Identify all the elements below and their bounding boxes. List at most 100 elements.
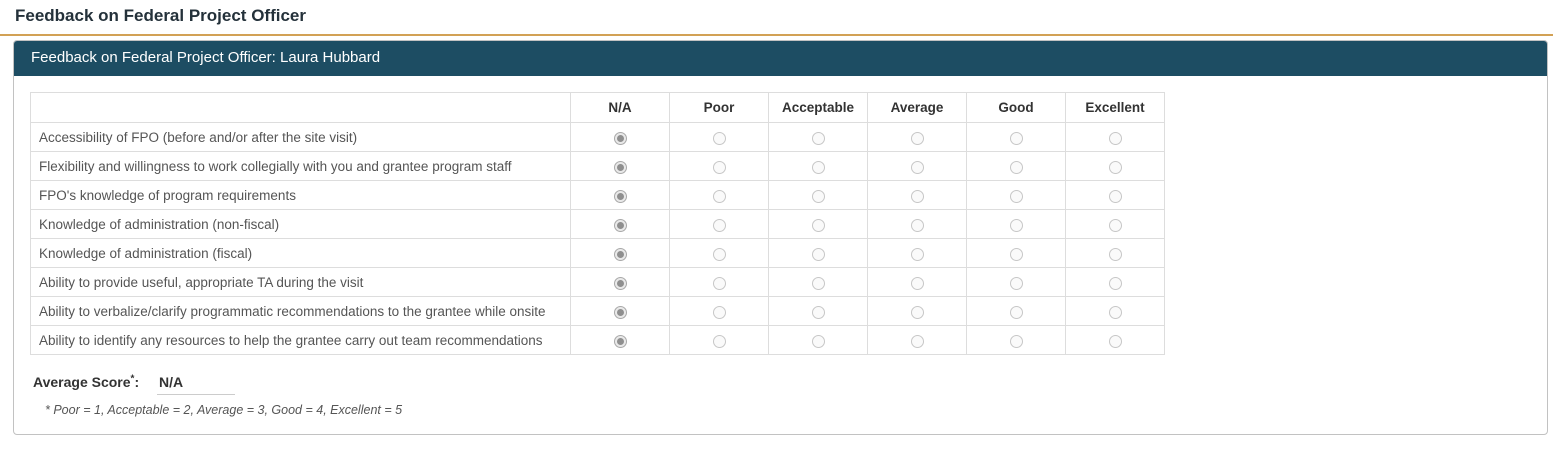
- table-row: Knowledge of administration (non-fiscal): [30, 209, 1165, 240]
- radio-cell-good: [966, 180, 1066, 211]
- score-legend-footnote: * Poor = 1, Acceptable = 2, Average = 3,…: [45, 402, 403, 417]
- radio-cell-poor: [669, 151, 769, 182]
- radio-cell-n-a: [570, 151, 670, 182]
- radio-poor[interactable]: [712, 247, 726, 261]
- column-header-excellent: Excellent: [1065, 92, 1165, 124]
- radio-cell-excellent: [1065, 151, 1165, 182]
- radio-excellent[interactable]: [1108, 189, 1122, 203]
- radio-cell-excellent: [1065, 209, 1165, 240]
- radio-acceptable[interactable]: [811, 334, 825, 348]
- column-header-poor: Poor: [669, 92, 769, 124]
- criterion-label: Ability to verbalize/clarify programmati…: [30, 296, 571, 327]
- criterion-label: Accessibility of FPO (before and/or afte…: [30, 122, 571, 153]
- radio-poor[interactable]: [712, 160, 726, 174]
- radio-poor[interactable]: [712, 305, 726, 319]
- average-score-row: Average Score*: N/A: [33, 373, 1531, 395]
- radio-cell-excellent: [1065, 296, 1165, 327]
- table-row: Knowledge of administration (fiscal): [30, 238, 1165, 269]
- radio-cell-poor: [669, 209, 769, 240]
- radio-poor[interactable]: [712, 218, 726, 232]
- radio-cell-poor: [669, 238, 769, 269]
- column-header-acceptable: Acceptable: [768, 92, 868, 124]
- radio-average[interactable]: [910, 305, 924, 319]
- radio-average[interactable]: [910, 247, 924, 261]
- radio-good[interactable]: [1009, 160, 1023, 174]
- radio-poor[interactable]: [712, 334, 726, 348]
- radio-acceptable[interactable]: [811, 189, 825, 203]
- radio-good[interactable]: [1009, 305, 1023, 319]
- radio-average[interactable]: [910, 160, 924, 174]
- average-score-asterisk: *: [130, 373, 135, 385]
- radio-cell-acceptable: [768, 296, 868, 327]
- table-row: Ability to provide useful, appropriate T…: [30, 267, 1165, 298]
- radio-excellent[interactable]: [1108, 276, 1122, 290]
- table-row: Ability to verbalize/clarify programmati…: [30, 296, 1165, 327]
- radio-cell-average: [867, 122, 967, 153]
- radio-cell-poor: [669, 296, 769, 327]
- radio-n-a[interactable]: [613, 189, 627, 203]
- radio-average[interactable]: [910, 276, 924, 290]
- title-accent-divider: [0, 33, 1553, 36]
- radio-cell-poor: [669, 325, 769, 356]
- radio-poor[interactable]: [712, 131, 726, 145]
- radio-cell-excellent: [1065, 122, 1165, 153]
- page: Feedback on Federal Project Officer Feed…: [0, 6, 1553, 435]
- column-header-average: Average: [867, 92, 967, 124]
- criterion-label: FPO's knowledge of program requirements: [30, 180, 571, 211]
- criteria-column-header: [30, 92, 571, 124]
- radio-poor[interactable]: [712, 276, 726, 290]
- radio-excellent[interactable]: [1108, 247, 1122, 261]
- radio-cell-acceptable: [768, 122, 868, 153]
- radio-good[interactable]: [1009, 131, 1023, 145]
- radio-n-a[interactable]: [613, 305, 627, 319]
- average-score-value: N/A: [157, 374, 236, 395]
- criterion-label: Ability to identify any resources to hel…: [30, 325, 571, 356]
- radio-cell-excellent: [1065, 267, 1165, 298]
- radio-average[interactable]: [910, 131, 924, 145]
- radio-acceptable[interactable]: [811, 131, 825, 145]
- panel-header: Feedback on Federal Project Officer: Lau…: [14, 40, 1547, 77]
- radio-n-a[interactable]: [613, 131, 627, 145]
- radio-good[interactable]: [1009, 276, 1023, 290]
- page-title: Feedback on Federal Project Officer: [15, 6, 306, 25]
- criterion-label: Knowledge of administration (fiscal): [30, 238, 571, 269]
- radio-acceptable[interactable]: [811, 305, 825, 319]
- radio-good[interactable]: [1009, 247, 1023, 261]
- radio-cell-poor: [669, 267, 769, 298]
- average-score-label: Average Score*:: [33, 373, 140, 390]
- radio-acceptable[interactable]: [811, 160, 825, 174]
- radio-average[interactable]: [910, 189, 924, 203]
- radio-excellent[interactable]: [1108, 334, 1122, 348]
- radio-cell-n-a: [570, 209, 670, 240]
- radio-n-a[interactable]: [613, 334, 627, 348]
- radio-excellent[interactable]: [1108, 305, 1122, 319]
- radio-average[interactable]: [910, 334, 924, 348]
- radio-n-a[interactable]: [613, 247, 627, 261]
- radio-cell-excellent: [1065, 238, 1165, 269]
- radio-good[interactable]: [1009, 218, 1023, 232]
- radio-acceptable[interactable]: [811, 276, 825, 290]
- radio-cell-average: [867, 180, 967, 211]
- radio-cell-excellent: [1065, 325, 1165, 356]
- radio-cell-acceptable: [768, 267, 868, 298]
- radio-acceptable[interactable]: [811, 247, 825, 261]
- radio-acceptable[interactable]: [811, 218, 825, 232]
- radio-cell-n-a: [570, 238, 670, 269]
- radio-good[interactable]: [1009, 189, 1023, 203]
- table-row: Accessibility of FPO (before and/or afte…: [30, 122, 1165, 153]
- column-header-n-a: N/A: [570, 92, 670, 124]
- radio-cell-n-a: [570, 267, 670, 298]
- radio-n-a[interactable]: [613, 276, 627, 290]
- radio-n-a[interactable]: [613, 160, 627, 174]
- radio-n-a[interactable]: [613, 218, 627, 232]
- radio-good[interactable]: [1009, 334, 1023, 348]
- radio-poor[interactable]: [712, 189, 726, 203]
- radio-cell-average: [867, 296, 967, 327]
- radio-cell-good: [966, 325, 1066, 356]
- radio-cell-good: [966, 296, 1066, 327]
- criterion-label: Knowledge of administration (non-fiscal): [30, 209, 571, 240]
- radio-excellent[interactable]: [1108, 160, 1122, 174]
- radio-excellent[interactable]: [1108, 131, 1122, 145]
- radio-average[interactable]: [910, 218, 924, 232]
- radio-excellent[interactable]: [1108, 218, 1122, 232]
